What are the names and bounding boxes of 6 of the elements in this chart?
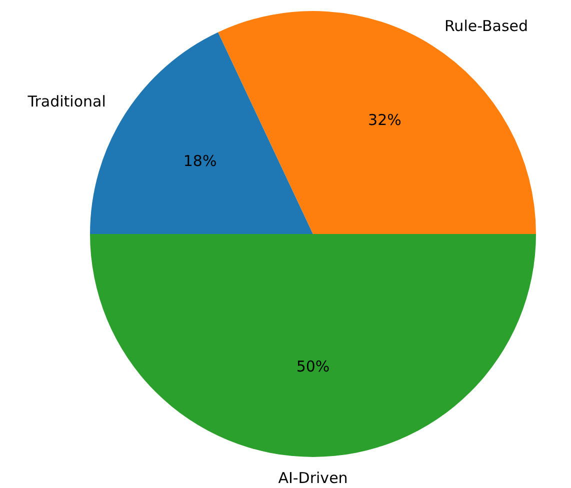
slice-label: Traditional — [26, 92, 106, 110]
slice-label: AI-Driven — [278, 469, 348, 488]
data-label: 32% — [368, 110, 402, 129]
slice-label: Rule-Based — [444, 16, 528, 35]
data-label: 18% — [183, 152, 217, 170]
data-label: 50% — [296, 358, 330, 376]
